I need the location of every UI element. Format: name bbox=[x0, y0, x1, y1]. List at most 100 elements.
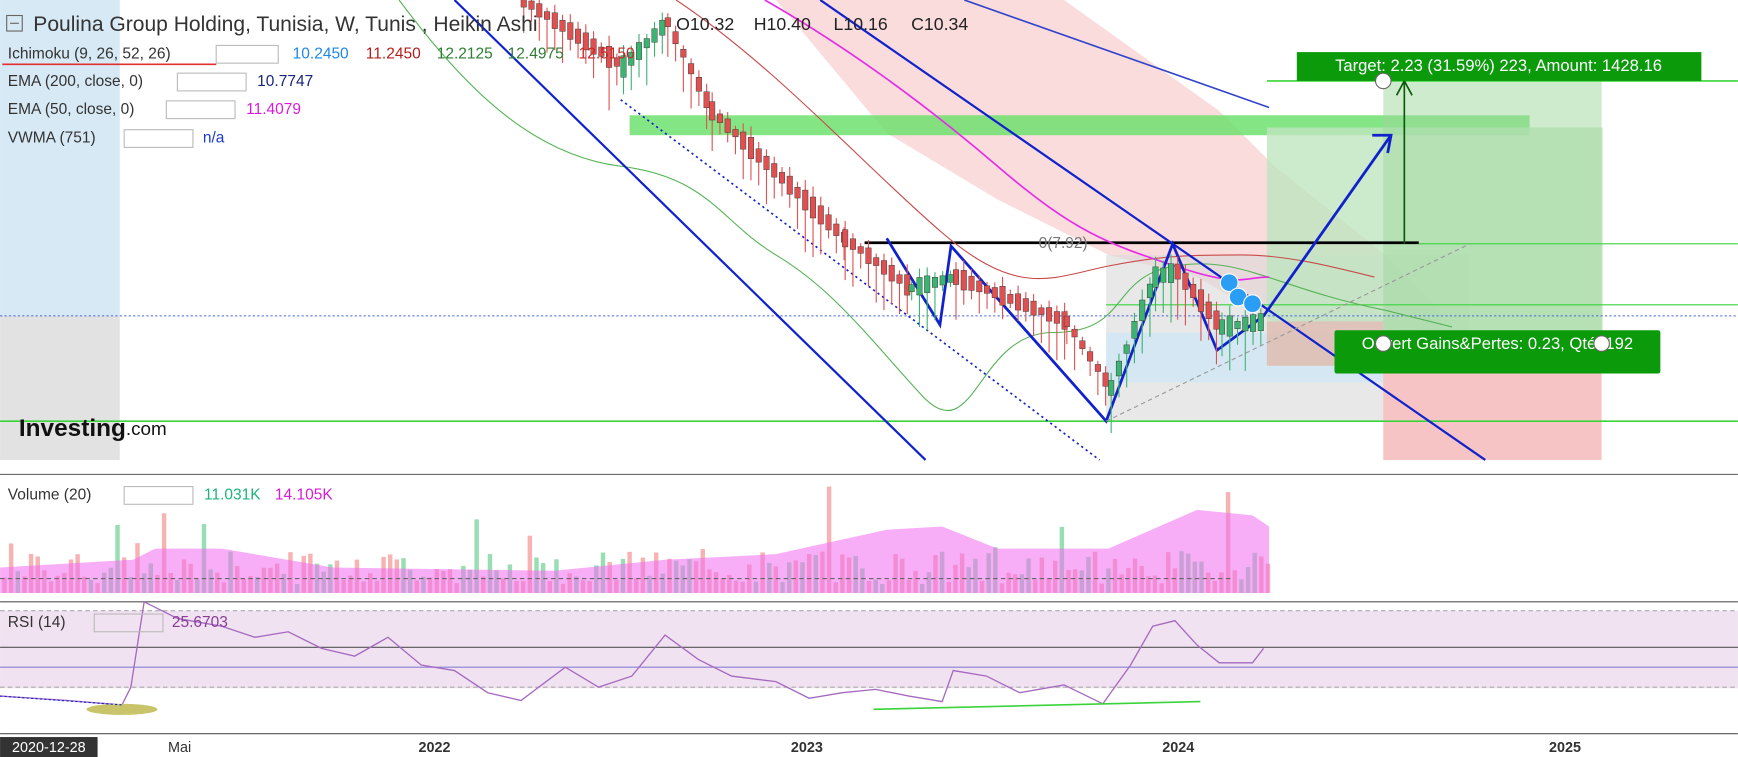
indicator-value: 12.5150 bbox=[579, 45, 635, 62]
candle bbox=[779, 172, 785, 184]
candle bbox=[1123, 344, 1130, 354]
candle bbox=[755, 148, 762, 163]
rsi-band bbox=[0, 610, 1738, 689]
candle bbox=[953, 269, 959, 285]
candle bbox=[1190, 283, 1197, 298]
logo: Investing.com bbox=[19, 415, 167, 442]
x-tick-label: 2024 bbox=[1162, 740, 1194, 756]
open-label: Ouvert Gains&Pertes: 0.23, Qté: 192 bbox=[1362, 334, 1633, 353]
candle bbox=[559, 20, 566, 32]
volume-ma-area bbox=[0, 509, 1270, 593]
candle bbox=[924, 275, 931, 293]
candle bbox=[1063, 315, 1070, 328]
candle bbox=[810, 196, 817, 219]
marker[interactable] bbox=[1219, 273, 1239, 293]
legend-buttons[interactable] bbox=[176, 72, 247, 92]
indicator-value: 11.2450 bbox=[366, 45, 421, 62]
collapse-button[interactable] bbox=[6, 14, 23, 32]
indicator-name: Ichimoku (9, 26, 52, 26) bbox=[8, 45, 171, 62]
candle bbox=[865, 247, 872, 264]
candle bbox=[1257, 313, 1264, 331]
candle bbox=[825, 214, 832, 231]
candle bbox=[551, 12, 558, 29]
candle bbox=[1094, 364, 1101, 372]
volume-bar bbox=[474, 519, 479, 593]
legend-buttons[interactable] bbox=[93, 613, 164, 633]
volume-name: Volume (20) bbox=[8, 487, 92, 504]
candle bbox=[598, 46, 605, 57]
candle bbox=[968, 275, 975, 291]
fib-label: 0(7.92) bbox=[1039, 235, 1088, 252]
legend-buttons[interactable] bbox=[215, 44, 279, 64]
candle bbox=[1046, 307, 1053, 322]
candle bbox=[680, 49, 687, 58]
ohlc-low: L10.16 bbox=[834, 14, 888, 34]
candle bbox=[794, 186, 801, 199]
marker[interactable] bbox=[1243, 294, 1262, 314]
x-tick-label: 2020-12-28 bbox=[12, 740, 86, 756]
candle bbox=[991, 287, 998, 298]
legend-buttons[interactable] bbox=[165, 100, 236, 120]
candle bbox=[1139, 299, 1146, 321]
candle bbox=[802, 189, 809, 211]
candle bbox=[908, 284, 915, 292]
candle bbox=[1102, 372, 1109, 387]
candle bbox=[999, 286, 1006, 306]
candle bbox=[636, 42, 643, 60]
candle bbox=[740, 131, 747, 150]
channel-line bbox=[453, 0, 927, 461]
candle bbox=[1152, 266, 1159, 288]
rsi-name: RSI (14) bbox=[8, 614, 66, 631]
legend-buttons[interactable] bbox=[123, 486, 194, 505]
channel-line bbox=[819, 0, 1486, 461]
handle[interactable] bbox=[1374, 335, 1392, 352]
candle bbox=[947, 274, 954, 283]
candle bbox=[1219, 319, 1226, 335]
handle[interactable] bbox=[1374, 72, 1392, 90]
indicator-name: VWMA (751) bbox=[8, 130, 96, 147]
rsi-line bbox=[0, 600, 1265, 706]
indicator-name: EMA (50, close, 0) bbox=[8, 101, 135, 118]
candle bbox=[1053, 311, 1060, 324]
candle bbox=[1213, 310, 1220, 330]
candle bbox=[643, 38, 650, 49]
candle bbox=[1234, 321, 1241, 329]
candle bbox=[1174, 263, 1181, 280]
candle bbox=[1007, 293, 1014, 304]
candle bbox=[857, 246, 864, 254]
volume-bar bbox=[115, 524, 120, 593]
candle bbox=[520, 0, 527, 8]
x-tick-label: 2025 bbox=[1549, 740, 1581, 756]
handle[interactable] bbox=[1593, 335, 1610, 352]
candle bbox=[1131, 321, 1138, 339]
candle bbox=[1242, 316, 1249, 332]
volume-value: 11.031K bbox=[204, 487, 261, 504]
candle bbox=[703, 91, 710, 108]
candle bbox=[1115, 360, 1122, 377]
long-position-profit-2 bbox=[1383, 80, 1602, 366]
candle bbox=[786, 175, 793, 195]
candle bbox=[672, 31, 679, 44]
legend-buttons[interactable] bbox=[123, 129, 194, 148]
candle bbox=[651, 28, 658, 43]
candle bbox=[763, 155, 770, 170]
rsi-divergence bbox=[873, 700, 1201, 711]
candle bbox=[590, 38, 597, 55]
candle bbox=[1015, 293, 1022, 311]
channel-dotted bbox=[620, 99, 1101, 461]
target-label-box bbox=[1296, 52, 1702, 81]
x-tick-label: Mai bbox=[168, 740, 191, 756]
candle bbox=[716, 113, 723, 123]
volume-value: 14.105K bbox=[275, 487, 333, 504]
candle bbox=[833, 223, 840, 236]
x-tick-label: 2022 bbox=[419, 740, 451, 756]
candle bbox=[613, 57, 620, 67]
ohlc-close: C10.34 bbox=[911, 14, 968, 34]
volume-bar bbox=[826, 486, 832, 593]
candle bbox=[1079, 340, 1086, 349]
candle bbox=[582, 32, 589, 51]
candle bbox=[606, 46, 613, 68]
date-shade bbox=[0, 0, 120, 316]
